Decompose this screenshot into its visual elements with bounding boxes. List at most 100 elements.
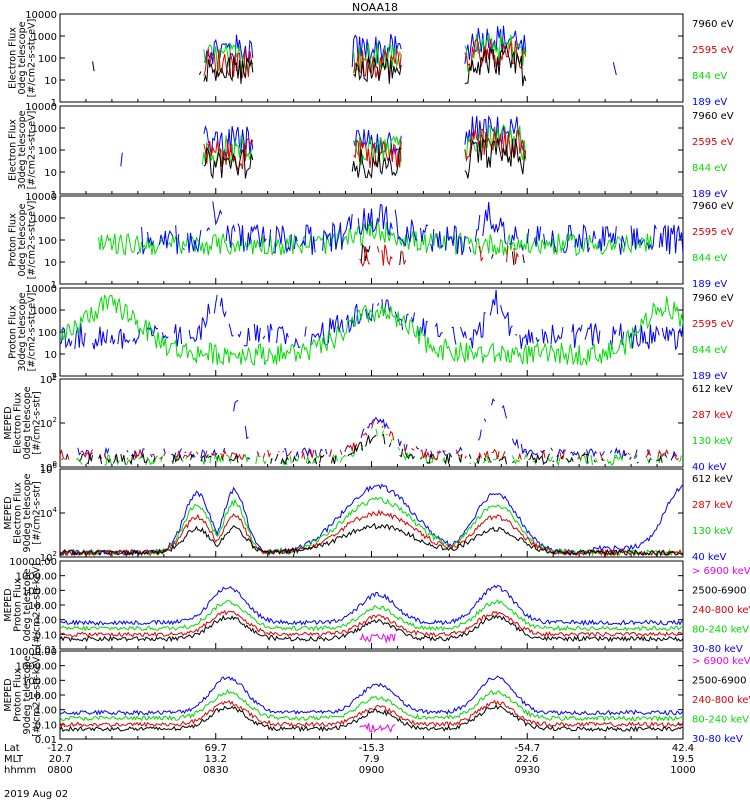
y-axis-label: MEPEDElectron Flux90deg telescope[#/cm2-… [3,473,43,552]
series-trace-130-kev [75,428,682,467]
legend-entry: 80-240 keV [692,715,749,726]
plot-frame [59,378,684,468]
legend-entry: 189 eV [692,97,727,108]
y-tick-label: 1000 [32,214,57,225]
y-tick-label: 10.00 [28,691,57,702]
y-tick-label: 1 [51,372,57,383]
legend-entry: 30-80 keV [692,644,743,655]
legend-entry: 844 eV [692,253,727,264]
chart-title: NOAA18 [352,1,398,14]
y-tick-label: 10 [44,168,57,179]
y-tick-label: 10000 [25,192,57,203]
y-tick-label: 10 [44,258,57,269]
y-tick-label: 104 [40,372,58,386]
y-tick-label: 10000.00 [9,557,57,568]
footer-lat-value: 69.7 [205,743,227,754]
legend-entry: 130 keV [692,526,733,537]
plot-frame [59,105,684,195]
legend-entry: 130 keV [692,436,733,447]
legend-entry: 2500-6900 [692,676,747,687]
footer-row-label: Lat [4,743,20,754]
legend-entry: 612 keV [692,384,733,395]
y-tick-label: 1000.00 [16,662,57,673]
legend-entry: 2595 eV [692,45,734,56]
y-tick-label: 100 [38,54,57,65]
legend-entry: 189 eV [692,189,727,200]
legend-entry: 40 keV [692,462,726,473]
footer-mlt-value: 13.2 [205,754,227,765]
legend-entry: 240-800 keV [692,695,750,706]
y-tick-label: 1000 [32,124,57,135]
series-trace-240-800-kev [59,699,684,728]
footer-mlt-value: 7.9 [364,754,380,765]
legend-entry: 287 keV [692,410,733,421]
y-tick-label: 0.01 [35,645,57,656]
y-tick-label: 1.00 [35,616,57,627]
y-axis-label: MEPEDElectron Flux0deg telescope[#/cm2-s… [3,386,43,459]
y-tick-label: 106 [40,462,58,476]
legend-entry: > 6900 keV [692,656,750,667]
y-axis-label: MEPEDProton Flux0deg telescope[#/cm2-s-s… [3,563,43,647]
series-trace-2500-6900 [59,614,684,643]
plot-frame [59,468,684,558]
y-axis-label: Proton Flux0deg telescope[#/cm2-s-str-eV… [8,201,38,280]
series-trace-612-kev [59,522,684,557]
legend-entry: 240-800 keV [692,605,750,616]
footer-mlt-value: 20.7 [49,754,71,765]
legend-entry: 30-80 keV [692,734,743,745]
y-tick-label: 10000 [25,10,57,21]
y-axis-label: Proton Flux30deg telescope[#/cm2-s-str-e… [8,292,38,371]
y-tick-label: 0.01 [35,735,57,746]
plot-frame [59,650,684,740]
series-trace--6900-kev [359,633,396,644]
y-tick-label: 1.00 [35,706,57,717]
legend-entry: > 6900 keV [692,566,750,577]
series-trace-844-ev [59,294,684,366]
series-trace-7960-ev [360,243,525,266]
y-tick-label: 10 [44,350,57,361]
legend-entry: 7960 eV [692,19,734,30]
y-tick-label: 1 [51,190,57,201]
series-trace-240-800-kev [59,609,684,638]
legend-entry: 7960 eV [692,201,734,212]
footer-row-label: hhmm [4,765,36,776]
series-trace-2500-6900 [59,704,684,733]
plot-frame [59,287,684,377]
y-tick-label: 1 [51,98,57,109]
series-trace-189-ev [136,201,684,256]
y-tick-label: 10 [44,76,57,87]
footer-lat-value: -15.3 [359,743,385,754]
series-trace-80-240-kev [59,688,684,722]
footer-hhmm-value: 0830 [203,765,228,776]
footer-mlt-value: 22.6 [516,754,538,765]
y-tick-label: 10000.00 [9,647,57,658]
y-tick-label: 0.10 [35,720,57,731]
series-trace-30-80-kev [59,675,684,716]
legend-entry: 2500-6900 [692,586,747,597]
series-trace-80-240-kev [59,599,684,632]
y-tick-label: 0.10 [35,630,57,641]
y-tick-label: 10000 [25,284,57,295]
footer-hhmm-value: 0800 [47,765,72,776]
legend-entry: 80-240 keV [692,625,749,636]
legend-entry: 189 eV [692,371,727,382]
y-tick-label: 100.00 [22,676,57,687]
footer-hhmm-value: 1000 [670,765,695,776]
y-axis-label: Electron Flux30deg telescope[#/cm2-s-str… [8,110,38,189]
y-tick-label: 1 [51,280,57,291]
y-tick-label: 100 [38,146,57,157]
footer-row-label: MLT [4,754,24,765]
series-trace-2595-ev [359,244,519,268]
date-label: 2019 Aug 02 [4,789,68,800]
footer-hhmm-value: 0930 [515,765,540,776]
footer-lat-value: -12.0 [47,743,73,754]
y-tick-label: 10.00 [28,601,57,612]
legend-entry: 844 eV [692,345,727,356]
